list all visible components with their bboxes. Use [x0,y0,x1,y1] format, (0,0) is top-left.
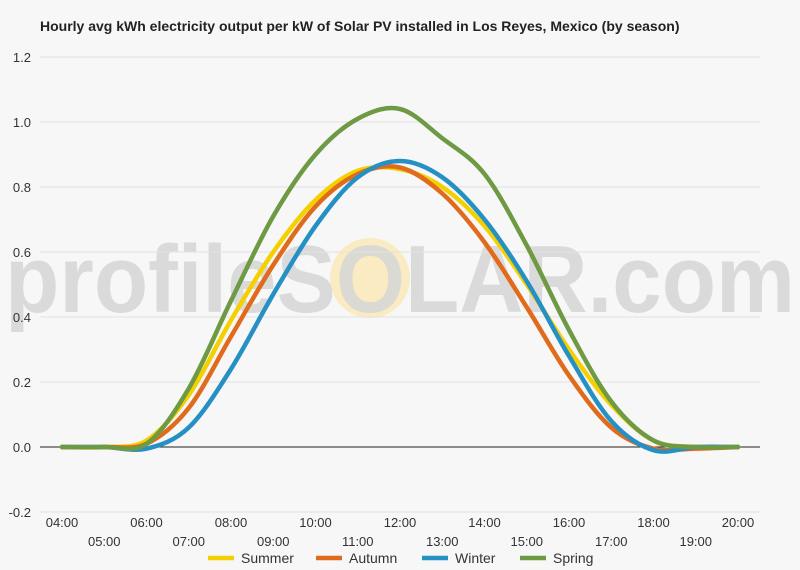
legend-label-summer: Summer [241,550,294,566]
series-line-winter [59,158,741,454]
legend-label-winter: Winter [455,550,496,566]
legend-label-autumn: Autumn [349,550,397,566]
x-tick-label: 20:00 [722,515,755,530]
y-tick-label: -0.2 [9,505,31,520]
y-tick-label: 0.6 [13,245,31,260]
x-tick-label: 09:00 [257,534,290,549]
x-tick-label: 04:00 [46,515,79,530]
series-line-spring [59,105,741,452]
chart-title: Hourly avg kWh electricity output per kW… [40,18,680,34]
y-tick-label: 0.0 [13,440,31,455]
y-tick-label: 1.0 [13,115,31,130]
y-tick-label: 0.8 [13,180,31,195]
x-tick-label: 10:00 [299,515,332,530]
y-tick-label: 0.4 [13,310,31,325]
x-tick-label: 12:00 [384,515,417,530]
x-tick-label: 18:00 [637,515,670,530]
x-tick-label: 06:00 [130,515,163,530]
x-tick-label: 16:00 [553,515,586,530]
x-tick-label: 05:00 [88,534,121,549]
x-tick-label: 08:00 [215,515,248,530]
y-tick-label: 0.2 [13,375,31,390]
x-tick-label: 19:00 [679,534,712,549]
x-tick-label: 15:00 [510,534,543,549]
watermark-sun [330,238,410,318]
y-tick-label: 1.2 [13,50,31,65]
x-tick-label: 14:00 [468,515,501,530]
x-tick-label: 07:00 [172,534,205,549]
x-tick-label: 11:00 [342,534,374,549]
legend-label-spring: Spring [553,550,593,566]
watermark-text: profileSOLAR.com [5,226,795,333]
x-tick-label: 17:00 [595,534,628,549]
x-tick-label: 13:00 [426,534,459,549]
series-line-autumn [59,163,741,453]
